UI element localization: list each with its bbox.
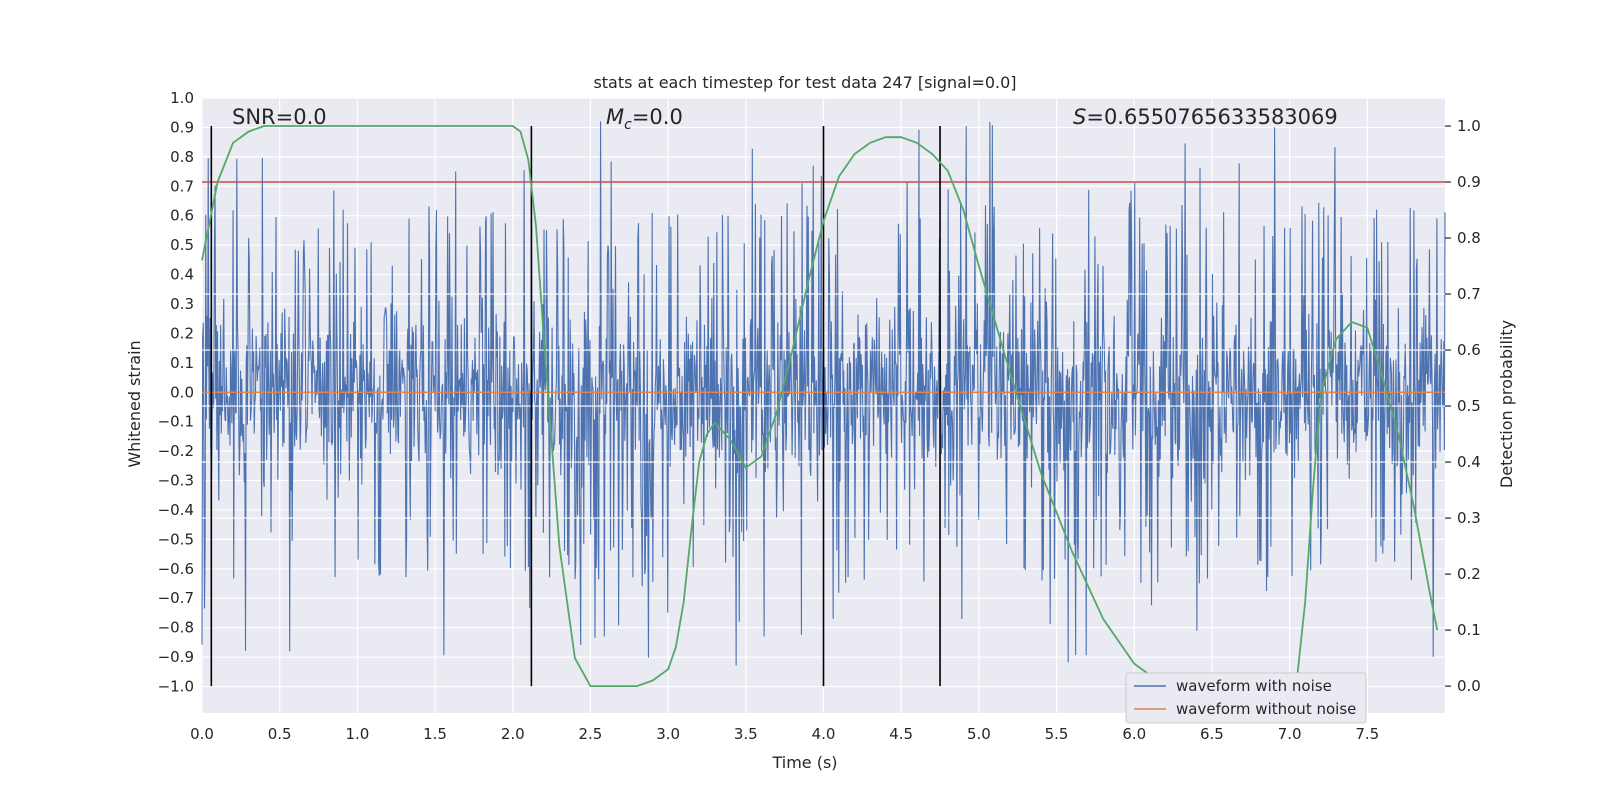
chirp-mass-annotation: Mc=0.0 bbox=[606, 105, 683, 133]
y2-tick-label: 0.1 bbox=[1457, 621, 1481, 639]
y-tick-label: −0.7 bbox=[158, 589, 194, 607]
x-tick-label: 7.5 bbox=[1355, 725, 1379, 743]
y-ticks: 1.0 0.9 0.8 0.7 0.6 0.5 0.4 0.3 0.2 0.1 0.0 −0.1 −0.… bbox=[158, 89, 194, 696]
score-symbol: S bbox=[1073, 105, 1086, 129]
probability-line bbox=[201, 125, 1439, 688]
y-tick-label: 0.6 bbox=[170, 207, 194, 225]
y-tick-label: −0.6 bbox=[158, 560, 194, 578]
y-tick-label: 1.0 bbox=[170, 89, 194, 107]
y-tick-label: 0.5 bbox=[170, 236, 194, 254]
legend-label-clean: waveform without noise bbox=[1176, 700, 1356, 718]
y-axis-label: Whitened strain bbox=[125, 340, 144, 467]
y-tick-label: −0.4 bbox=[158, 501, 194, 519]
y-tick-label: 0.3 bbox=[170, 295, 194, 313]
y2-tick-label: 0.0 bbox=[1457, 677, 1481, 695]
y-tick-label: 0.8 bbox=[170, 148, 194, 166]
legend-label-noise: waveform with noise bbox=[1176, 677, 1332, 695]
y-tick-label: −0.2 bbox=[158, 442, 194, 460]
vertical-markers bbox=[210, 126, 941, 687]
x-axis-label: Time (s) bbox=[771, 753, 837, 772]
y2-tick-label: 0.2 bbox=[1457, 565, 1481, 583]
y-tick-label: 0.4 bbox=[170, 266, 194, 284]
y-tick-label: −0.5 bbox=[158, 530, 194, 548]
y2-tick-label: 0.9 bbox=[1457, 173, 1481, 191]
y2-tick-label: 0.5 bbox=[1457, 397, 1481, 415]
y-tick-label: −0.9 bbox=[158, 648, 194, 666]
x-tick-label: 6.5 bbox=[1200, 725, 1224, 743]
x-tick-label: 3.0 bbox=[656, 725, 680, 743]
score-value: =0.6550765633583069 bbox=[1086, 105, 1337, 129]
x-ticks: 0.0 0.5 1.0 1.5 2.0 2.5 3.0 3.5 4.0 4.5 5.0 5.5 6.0 6… bbox=[190, 725, 1379, 743]
probability-series bbox=[201, 125, 1439, 688]
y2-tick-label: 0.7 bbox=[1457, 285, 1481, 303]
x-tick-label: 0.0 bbox=[190, 725, 214, 743]
score-annotation: S=0.6550765633583069 bbox=[1073, 105, 1338, 129]
x-tick-label: 0.5 bbox=[268, 725, 292, 743]
x-tick-label: 2.0 bbox=[501, 725, 525, 743]
x-tick-label: 1.5 bbox=[423, 725, 447, 743]
legend-box bbox=[1125, 672, 1367, 724]
chirp-mass-symbol: M bbox=[606, 105, 624, 129]
x-tick-label: 4.0 bbox=[812, 725, 836, 743]
x-tick-label: 5.5 bbox=[1045, 725, 1069, 743]
y2-tick-label: 1.0 bbox=[1457, 117, 1481, 135]
y-tick-label: 0.9 bbox=[170, 118, 194, 136]
y2-axis-label: Detection probability bbox=[1497, 320, 1516, 488]
y2-ticks: 1.0 0.9 0.8 0.7 0.6 0.5 0.4 0.3 0.2 0.1 0.0 bbox=[1445, 117, 1481, 695]
chirp-mass-value: =0.0 bbox=[632, 105, 683, 129]
x-tick-label: 7.0 bbox=[1278, 725, 1302, 743]
y-tick-label: 0.1 bbox=[170, 354, 194, 372]
y-tick-label: −0.1 bbox=[158, 413, 194, 431]
y-tick-label: 0.7 bbox=[170, 177, 194, 195]
x-tick-label: 5.0 bbox=[967, 725, 991, 743]
legend: waveform with noise waveform without noi… bbox=[1125, 672, 1367, 724]
y-tick-label: −0.8 bbox=[158, 619, 194, 637]
x-tick-label: 1.0 bbox=[345, 725, 369, 743]
y-tick-label: −0.3 bbox=[158, 472, 194, 490]
chirp-mass-subscript: c bbox=[624, 117, 632, 133]
chart-title: stats at each timestep for test data 247… bbox=[593, 73, 1016, 92]
y2-tick-label: 0.6 bbox=[1457, 341, 1481, 359]
y2-tick-label: 0.3 bbox=[1457, 509, 1481, 527]
x-tick-label: 2.5 bbox=[579, 725, 603, 743]
x-tick-label: 6.0 bbox=[1122, 725, 1146, 743]
y2-tick-label: 0.4 bbox=[1457, 453, 1481, 471]
y2-tick-label: 0.8 bbox=[1457, 229, 1481, 247]
y-tick-label: −1.0 bbox=[158, 678, 194, 696]
x-tick-label: 3.5 bbox=[734, 725, 758, 743]
y-tick-label: 0.2 bbox=[170, 324, 194, 342]
x-tick-label: 4.5 bbox=[889, 725, 913, 743]
snr-annotation: SNR=0.0 bbox=[232, 105, 327, 129]
y-tick-label: 0.0 bbox=[170, 383, 194, 401]
